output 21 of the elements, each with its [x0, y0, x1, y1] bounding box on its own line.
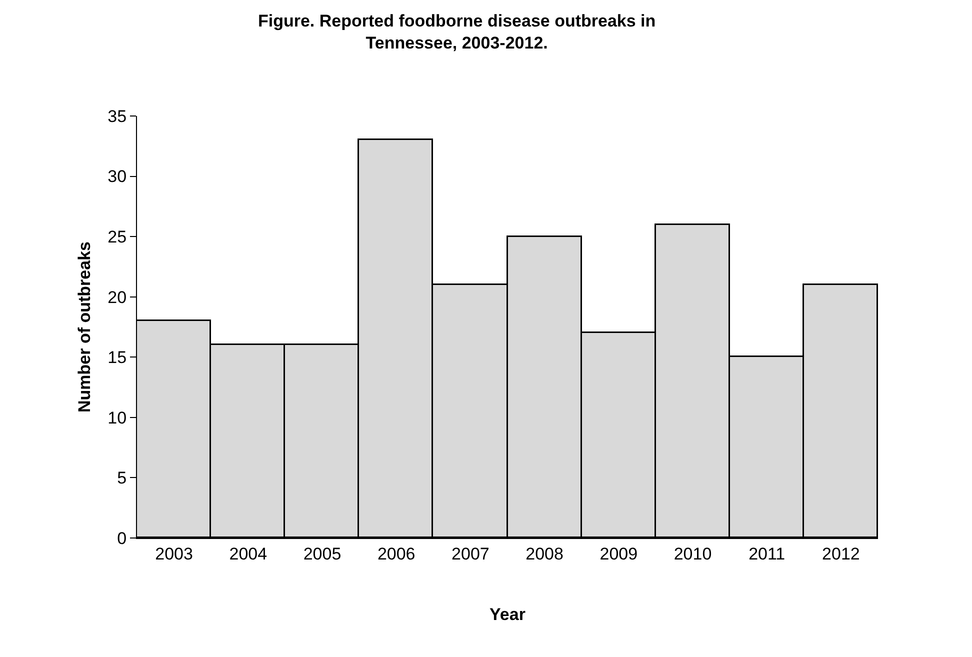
x-tick-label: 2006 [377, 544, 416, 564]
x-tick-label: 2012 [822, 544, 860, 564]
x-tick-label: 2009 [600, 544, 638, 564]
x-tick-label: 2010 [674, 544, 712, 564]
y-axis-title: Number of outbreaks [75, 242, 94, 412]
x-tick-label: 2003 [155, 544, 193, 564]
y-tick-label: 10 [108, 408, 127, 428]
x-tick-label: 2008 [526, 544, 564, 564]
y-tick-label: 15 [108, 348, 127, 368]
y-tick-label: 30 [108, 167, 127, 186]
x-tick-label: 2007 [452, 544, 490, 564]
x-axis-title: Year [490, 604, 526, 624]
x-tick-label: 2011 [748, 544, 786, 564]
x-tick-label: 2004 [229, 544, 268, 564]
y-tick-label: 35 [108, 106, 127, 126]
y-tick-label: 20 [108, 288, 127, 307]
y-tick-label: 25 [108, 228, 127, 247]
x-tick-label: 2005 [303, 544, 342, 564]
y-tick-label: 5 [117, 468, 127, 488]
chart-title: Figure. Reported foodborne disease outbreaks in Tennessee, 2003-2012. [258, 11, 656, 52]
y-tick-label: 0 [117, 528, 127, 548]
